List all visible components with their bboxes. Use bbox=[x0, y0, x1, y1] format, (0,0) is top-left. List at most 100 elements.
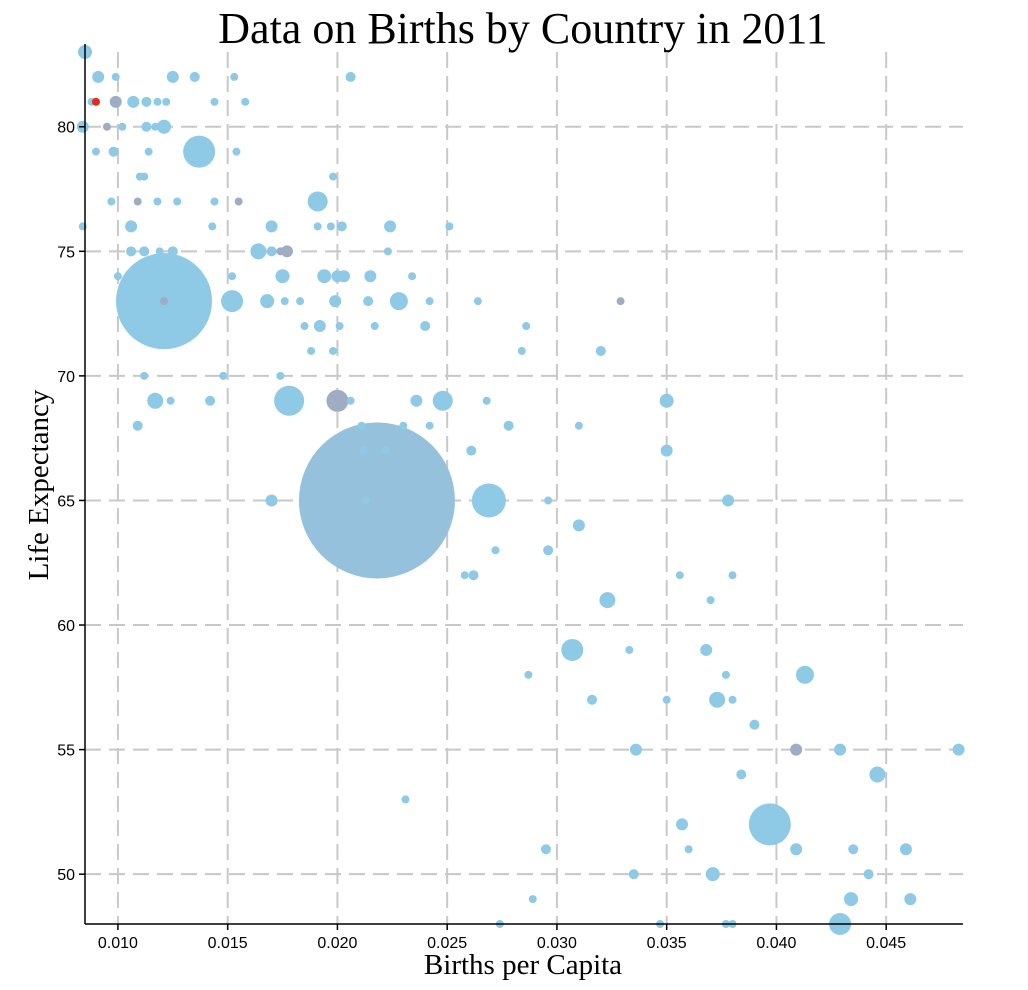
data-point-94 bbox=[410, 394, 423, 407]
data-point-101 bbox=[425, 421, 434, 430]
data-point-40 bbox=[265, 220, 278, 233]
data-point-148 bbox=[628, 869, 639, 880]
data-points bbox=[76, 45, 965, 935]
data-point-29 bbox=[329, 172, 338, 181]
data-point-33 bbox=[173, 197, 182, 206]
data-point-34 bbox=[210, 197, 219, 206]
y-axis-label: Life Expectancy bbox=[23, 389, 55, 580]
y-axis-ticks: 50 55 60 65 70 75 80 bbox=[57, 120, 85, 884]
data-point-85 bbox=[140, 371, 149, 380]
data-point-70 bbox=[363, 296, 374, 307]
data-point-110 bbox=[265, 494, 278, 507]
y-tick-label-3: 65 bbox=[57, 493, 75, 510]
data-point-3 bbox=[92, 70, 105, 83]
data-point-60 bbox=[338, 270, 351, 283]
data-point-127 bbox=[721, 670, 730, 679]
axes bbox=[84, 44, 963, 925]
data-point-21 bbox=[157, 119, 172, 134]
data-point-113 bbox=[722, 494, 735, 507]
data-point-58 bbox=[317, 269, 332, 284]
data-point-14 bbox=[162, 97, 171, 106]
data-point-57 bbox=[275, 269, 290, 284]
data-point-74 bbox=[616, 297, 625, 306]
data-point-52 bbox=[276, 247, 285, 256]
data-point-2 bbox=[91, 97, 100, 106]
data-point-4 bbox=[111, 72, 120, 81]
data-point-17 bbox=[230, 72, 239, 81]
data-point-23 bbox=[241, 97, 250, 106]
data-point-145 bbox=[790, 843, 803, 856]
data-point-61 bbox=[364, 270, 377, 283]
x-axis-ticks: 0.010 0.015 0.020 0.025 0.030 0.035 0.040 0.045 bbox=[98, 924, 906, 952]
data-point-99 bbox=[357, 421, 366, 430]
data-point-62 bbox=[408, 272, 417, 281]
x-tick-label-5: 0.035 bbox=[647, 935, 687, 952]
data-point-42 bbox=[326, 222, 335, 231]
data-point-22 bbox=[210, 97, 219, 106]
data-point-144 bbox=[684, 845, 693, 854]
data-point-31 bbox=[133, 197, 142, 206]
y-tick-label-5: 75 bbox=[57, 244, 75, 261]
data-point-115 bbox=[491, 546, 500, 555]
data-point-119 bbox=[675, 571, 684, 580]
data-point-146 bbox=[848, 844, 859, 855]
data-point-16 bbox=[189, 71, 200, 82]
data-point-79 bbox=[420, 321, 431, 332]
data-point-53 bbox=[280, 245, 293, 258]
data-point-97 bbox=[659, 393, 674, 408]
data-point-89 bbox=[166, 396, 175, 405]
x-tick-label-3: 0.025 bbox=[427, 935, 467, 952]
data-point-126 bbox=[524, 670, 533, 679]
data-point-151 bbox=[528, 895, 537, 904]
data-point-108 bbox=[298, 422, 455, 579]
data-point-131 bbox=[709, 691, 726, 708]
x-tick-label-7: 0.045 bbox=[866, 935, 906, 952]
data-point-12 bbox=[141, 96, 152, 107]
data-point-96 bbox=[482, 396, 491, 405]
data-point-143 bbox=[540, 844, 551, 855]
data-point-107 bbox=[660, 444, 673, 457]
data-point-67 bbox=[280, 297, 289, 306]
data-point-9 bbox=[91, 147, 100, 156]
x-tick-label-2: 0.020 bbox=[317, 935, 357, 952]
data-point-48 bbox=[155, 247, 164, 256]
data-point-92 bbox=[326, 389, 349, 412]
data-point-84 bbox=[595, 345, 606, 356]
data-point-95 bbox=[432, 390, 453, 411]
data-point-152 bbox=[844, 892, 859, 907]
data-point-138 bbox=[736, 769, 747, 780]
data-point-19 bbox=[141, 121, 152, 132]
data-point-76 bbox=[313, 320, 326, 333]
data-point-10 bbox=[108, 146, 119, 157]
data-point-136 bbox=[834, 743, 847, 756]
data-point-44 bbox=[384, 220, 397, 233]
y-tick-label-0: 50 bbox=[57, 867, 75, 884]
data-point-93 bbox=[346, 396, 355, 405]
data-point-129 bbox=[587, 694, 598, 705]
data-point-102 bbox=[503, 420, 514, 431]
data-point-98 bbox=[132, 420, 143, 431]
y-tick-label-2: 60 bbox=[57, 618, 75, 635]
data-point-56 bbox=[228, 272, 237, 281]
data-point-51 bbox=[266, 246, 277, 257]
y-tick-label-6: 80 bbox=[57, 120, 75, 137]
data-point-111 bbox=[471, 483, 506, 518]
data-point-125 bbox=[700, 643, 713, 656]
data-point-133 bbox=[749, 719, 760, 730]
data-point-13 bbox=[153, 97, 162, 106]
data-point-100 bbox=[399, 421, 408, 430]
data-point-77 bbox=[335, 322, 344, 331]
data-point-71 bbox=[389, 292, 408, 311]
y-tick-label-1: 55 bbox=[57, 743, 75, 760]
data-point-86 bbox=[219, 371, 228, 380]
chart-title: Data on Births by Country in 2011 bbox=[218, 4, 827, 53]
data-point-32 bbox=[153, 197, 162, 206]
data-point-112 bbox=[544, 496, 553, 505]
data-point-122 bbox=[706, 596, 715, 605]
data-point-38 bbox=[125, 220, 138, 233]
data-point-83 bbox=[517, 346, 526, 355]
data-point-36 bbox=[307, 191, 328, 212]
data-point-66 bbox=[260, 294, 275, 309]
data-point-18 bbox=[345, 71, 356, 82]
